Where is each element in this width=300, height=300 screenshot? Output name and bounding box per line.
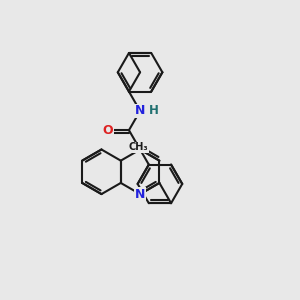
Text: N: N: [135, 104, 145, 117]
Text: O: O: [103, 124, 113, 137]
Text: CH₃: CH₃: [129, 142, 148, 152]
Text: H: H: [148, 104, 158, 117]
Text: N: N: [135, 188, 145, 201]
